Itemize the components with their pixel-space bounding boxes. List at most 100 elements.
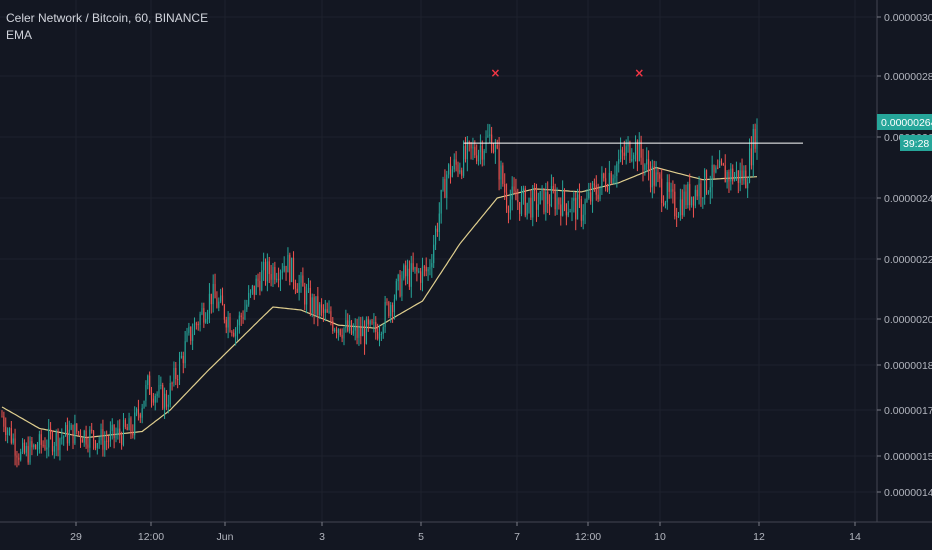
candle-body bbox=[341, 334, 343, 339]
candle-body bbox=[337, 329, 339, 333]
candle-body bbox=[216, 298, 218, 308]
peak-marker-x: × bbox=[490, 66, 500, 80]
candle-body bbox=[575, 197, 577, 220]
last-price-label: 0.00000264 bbox=[881, 117, 932, 129]
candle-body bbox=[517, 200, 519, 203]
candle bbox=[324, 299, 326, 322]
symbol-title[interactable]: Celer Network / Bitcoin, 60, BINANCE bbox=[6, 11, 209, 25]
candle-body bbox=[470, 142, 472, 149]
indicator-label[interactable]: EMA bbox=[6, 28, 33, 42]
candle bbox=[74, 414, 76, 445]
candle-body bbox=[603, 173, 605, 179]
candle-body bbox=[182, 355, 184, 364]
candle-body bbox=[119, 428, 121, 436]
candle-body bbox=[122, 419, 125, 445]
candle-body bbox=[171, 383, 173, 385]
candle-body bbox=[40, 434, 42, 445]
candle bbox=[35, 444, 37, 450]
candle bbox=[384, 295, 386, 333]
candle bbox=[109, 421, 111, 447]
candle-body bbox=[317, 296, 319, 316]
candle bbox=[365, 316, 367, 345]
candle bbox=[741, 158, 743, 185]
candle-body bbox=[283, 265, 285, 272]
candle bbox=[468, 140, 470, 152]
candle-body bbox=[511, 186, 513, 200]
candle-body bbox=[137, 409, 139, 415]
candle bbox=[205, 312, 207, 324]
candle bbox=[208, 283, 210, 324]
candle-body bbox=[380, 333, 382, 335]
candle bbox=[135, 407, 138, 417]
candle bbox=[442, 176, 444, 192]
candle bbox=[328, 300, 330, 314]
candle bbox=[711, 155, 713, 199]
candle-body bbox=[126, 427, 128, 431]
candle bbox=[298, 274, 300, 301]
candle-body bbox=[85, 430, 87, 445]
candle-body bbox=[530, 197, 532, 218]
candle bbox=[405, 260, 407, 286]
candle-body bbox=[212, 283, 214, 305]
candle-body bbox=[93, 430, 95, 441]
candle bbox=[614, 165, 616, 185]
candle-body bbox=[720, 160, 723, 164]
candle-body bbox=[459, 170, 461, 173]
peak-marker-x: × bbox=[634, 66, 644, 80]
candle-body bbox=[124, 419, 126, 428]
candle bbox=[591, 181, 594, 213]
candle-body bbox=[207, 313, 209, 320]
candle-body bbox=[526, 202, 528, 216]
candle-body bbox=[227, 316, 229, 328]
candle-body bbox=[494, 145, 496, 153]
candle-body bbox=[261, 270, 263, 291]
candle bbox=[326, 302, 328, 313]
candle bbox=[539, 190, 541, 205]
candle bbox=[717, 159, 719, 170]
candle-body bbox=[737, 170, 739, 183]
candle-body bbox=[649, 170, 652, 188]
time-tick-label: 10 bbox=[654, 531, 666, 543]
candle-body bbox=[427, 269, 429, 272]
candle-body bbox=[435, 228, 437, 245]
candle bbox=[235, 327, 237, 346]
candle bbox=[692, 196, 695, 218]
candle bbox=[319, 302, 321, 319]
candle bbox=[203, 302, 205, 328]
candle-body bbox=[739, 170, 741, 183]
candle-body bbox=[655, 172, 657, 186]
candle-body bbox=[590, 192, 592, 202]
candle bbox=[470, 141, 472, 160]
candle-body bbox=[347, 320, 349, 331]
candle-body bbox=[687, 184, 689, 206]
candle bbox=[287, 247, 289, 273]
candle-body bbox=[646, 159, 648, 165]
time-axis[interactable]: 29 12:00 Jun 3 5 7 12:00 10 12 14 bbox=[70, 522, 861, 543]
candle bbox=[670, 182, 672, 199]
candle-body bbox=[31, 441, 33, 448]
candle-body bbox=[235, 330, 237, 337]
candle bbox=[416, 263, 418, 282]
candle-body bbox=[451, 169, 453, 177]
candle-body bbox=[634, 141, 637, 156]
candle bbox=[616, 161, 618, 188]
candle bbox=[330, 306, 332, 326]
candle-body bbox=[3, 416, 5, 427]
candle bbox=[545, 182, 547, 221]
candle-body bbox=[599, 186, 601, 200]
candle bbox=[147, 374, 149, 390]
candle-body bbox=[464, 145, 467, 160]
candle-body bbox=[719, 160, 721, 168]
candle bbox=[5, 417, 7, 442]
candle bbox=[580, 196, 582, 227]
time-tick-label: 12:00 bbox=[138, 531, 164, 543]
candle bbox=[218, 297, 220, 312]
candle-body bbox=[595, 185, 597, 195]
candle bbox=[491, 126, 493, 154]
candle bbox=[53, 441, 55, 459]
candle bbox=[590, 182, 592, 205]
price-axis[interactable]: 0.000003000.000002800.000002600.00000240… bbox=[877, 12, 932, 499]
candle-body bbox=[321, 304, 323, 308]
